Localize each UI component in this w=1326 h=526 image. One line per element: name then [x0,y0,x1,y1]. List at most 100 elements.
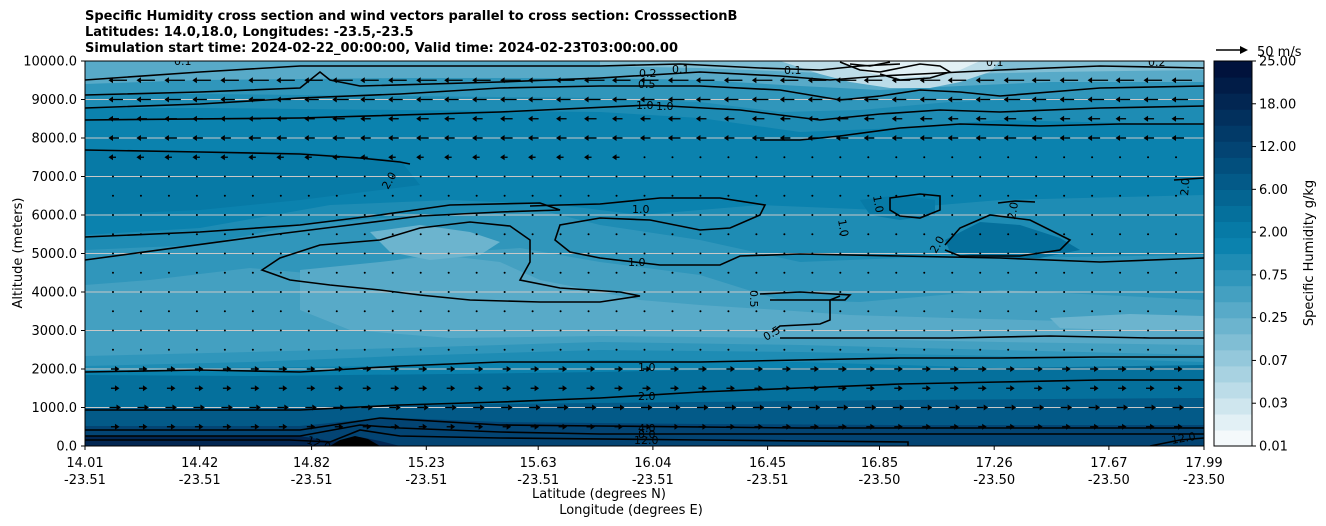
wind-vector-calm [363,175,366,178]
wind-vector-calm [307,271,310,274]
wind-vector-head [534,366,540,372]
wind-vector-head [444,135,449,141]
wind-vector-calm [755,214,758,216]
contour-label-0.1: 0.1 [672,63,690,76]
y-tick-label: 5000.0 [32,247,78,262]
wind-vector-calm [1091,348,1094,351]
wind-vector-calm [111,194,114,197]
wind-vector-head [667,96,673,103]
wind-vector-calm [363,348,366,351]
wind-vector-head [1003,96,1009,103]
wind-vector-calm [587,175,590,178]
wind-vector-calm [195,214,198,216]
colorbar-swatch [1214,221,1252,239]
wind-vector-calm [587,271,590,274]
plot-area: 0.1 0.2 0.1 0.1 0.1 0.5 1.0 1.0 2.0 1.0 … [85,61,1204,446]
wind-vector-head [192,77,197,84]
contour-line [85,379,1204,411]
wind-vector-head [1038,366,1043,372]
wind-vector-calm [839,271,842,274]
wind-vector-calm [391,214,394,216]
wind-vector-head [584,154,589,161]
wind-vector-head [422,385,428,392]
wind-vector-head [870,423,875,430]
wind-vector-head [807,115,813,122]
wind-vector-calm [391,233,394,236]
wind-vector-head [842,385,847,392]
wind-vector-calm [559,291,562,293]
wind-vector-calm [979,252,982,255]
wind-vector-calm [531,329,534,332]
wind-vector-calm [755,291,758,293]
wind-vector-head [751,77,757,84]
wind-vector-calm [223,233,226,236]
wind-vector-head [695,115,701,122]
wind-vector-head [779,135,785,141]
wind-vector-calm [727,329,730,332]
wind-vector-calm [419,252,422,255]
wind-vector-head [646,385,651,392]
wind-vector-head [842,366,847,372]
colorbar-swatch [1214,205,1252,223]
wind-vector-head [1059,115,1065,122]
wind-vector-calm [223,214,226,216]
wind-vector-calm [419,194,422,197]
wind-vector-calm [307,252,310,255]
wind-vector-calm [419,348,422,351]
wind-vector-head [472,77,477,84]
wind-vector-head [144,404,149,411]
wind-vector-calm [503,175,506,178]
wind-vector-head [898,385,903,392]
wind-vector-calm [643,252,646,255]
wind-vector-head [416,115,421,122]
wind-vector-calm [699,310,702,313]
contour-line [85,424,1204,437]
wind-vector-calm [839,233,842,236]
colorbar-tick-label: 0.01 [1259,440,1288,455]
wind-vector-calm [1035,348,1038,351]
wind-vector-head [814,423,819,430]
wind-vector-head [332,77,337,84]
wind-vector-calm [1091,291,1094,293]
wind-vector-calm [699,348,702,351]
wind-vector-head [1038,423,1043,430]
wind-vector-calm [783,156,786,159]
wind-vector-head [564,404,569,411]
wind-vector-calm [783,252,786,255]
wind-vector-calm [783,175,786,178]
wind-vector-head [891,96,897,103]
colorbar-swatch [1214,237,1252,255]
wind-vector-calm [139,310,142,313]
wind-vector-calm [727,194,730,197]
wind-vector-calm [643,156,646,159]
wind-vector-head [528,96,533,103]
colorbar-swatch [1214,429,1252,447]
wind-vector-calm [643,194,646,197]
chart-title-line-1: Specific Humidity cross section and wind… [85,9,738,24]
wind-vector-head [360,154,365,161]
wind-vector-calm [671,329,674,332]
colorbar-tick-label: 12.00 [1259,140,1296,155]
wind-vector-calm [1063,175,1066,178]
wind-vector-calm [475,252,478,255]
wind-vector-calm [1091,156,1094,159]
wind-vector-head [388,135,393,141]
wind-vector-calm [503,329,506,332]
wind-vector-head [310,385,316,392]
wind-vector-head [702,385,707,392]
wind-vector-calm [307,194,310,197]
wind-vector-head [779,77,785,84]
wind-vector-calm [195,194,198,197]
wind-vector-head [338,366,344,372]
wind-vector-head [388,115,393,122]
wind-vector-head [758,423,763,430]
wind-vector-head [640,115,645,122]
wind-vector-calm [475,271,478,274]
wind-vector-head [982,423,987,430]
wind-vector-calm [951,233,954,236]
wind-vector-calm [783,271,786,274]
wind-vector-head [590,423,596,430]
x-tick-label-latitude: 17.26 [976,456,1013,471]
wind-vector-head [702,366,707,372]
wind-vector-head [142,385,148,392]
